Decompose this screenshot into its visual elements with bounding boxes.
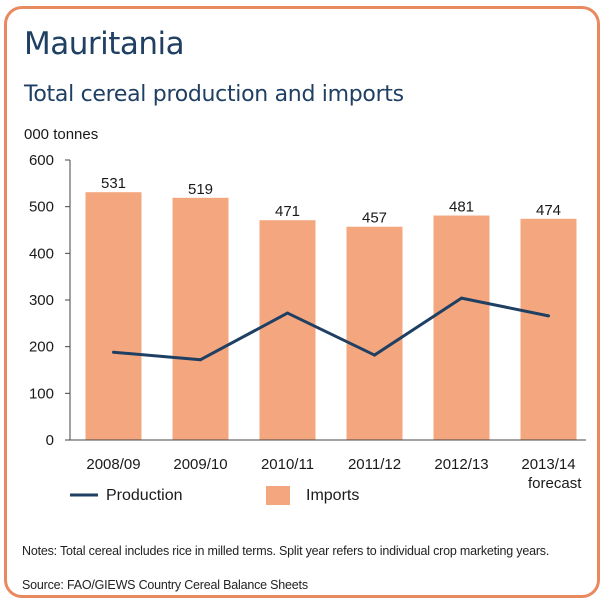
x-tick-label: 2013/14: [521, 456, 575, 473]
production-point: [112, 350, 115, 354]
imports-bar: [259, 220, 316, 440]
chart-plot: 0 100 200 300 400 500 600 531 519 471 457 481 474 200…: [29, 152, 586, 505]
chart-source: Source: FAO/GIEWS Country Cereal Balance…: [22, 578, 308, 592]
y-tick-label: 500: [29, 199, 54, 216]
bar-value-label: 519: [188, 181, 213, 198]
bar-value-label: 531: [101, 175, 126, 192]
bar-value-label: 471: [275, 203, 300, 220]
imports-bar: [346, 226, 403, 440]
legend-production-label: Production: [106, 487, 183, 504]
imports-bar: [85, 192, 142, 440]
imports-bar: [172, 197, 229, 440]
production-point: [199, 358, 202, 362]
production-point: [286, 311, 289, 315]
imports-bar: [520, 218, 577, 440]
y-tick-label: 200: [29, 339, 54, 356]
y-tick-label: 400: [29, 245, 54, 262]
production-point: [460, 296, 463, 300]
chart-title: Mauritania: [24, 26, 185, 62]
y-axis-unit-label: 000 tonnes: [24, 126, 99, 143]
y-tick-label: 600: [29, 152, 54, 169]
y-tick-label: 100: [29, 385, 54, 402]
bar-value-label: 481: [449, 199, 474, 216]
x-tick-label: 2009/10: [173, 456, 227, 473]
production-line: [113, 296, 549, 362]
production-point: [373, 353, 376, 357]
bar-value-label: 474: [536, 202, 561, 219]
production-point: [547, 314, 550, 318]
x-tick-label: 2008/09: [86, 456, 140, 473]
imports-bar: [433, 215, 490, 440]
legend-imports-swatch: [266, 486, 290, 505]
y-tick-label: 0: [46, 432, 54, 449]
x-tick-label: 2010/11: [261, 456, 314, 473]
legend-imports-label: Imports: [306, 487, 359, 504]
chart-subtitle: Total cereal production and imports: [24, 82, 404, 107]
x-tick-label: 2011/12: [348, 456, 401, 473]
chart-notes: Notes: Total cereal includes rice in mil…: [22, 544, 550, 558]
bar-value-label: 457: [362, 210, 387, 227]
y-tick-label: 300: [29, 292, 54, 309]
forecast-label: forecast: [528, 475, 582, 492]
x-tick-label: 2012/13: [434, 456, 488, 473]
